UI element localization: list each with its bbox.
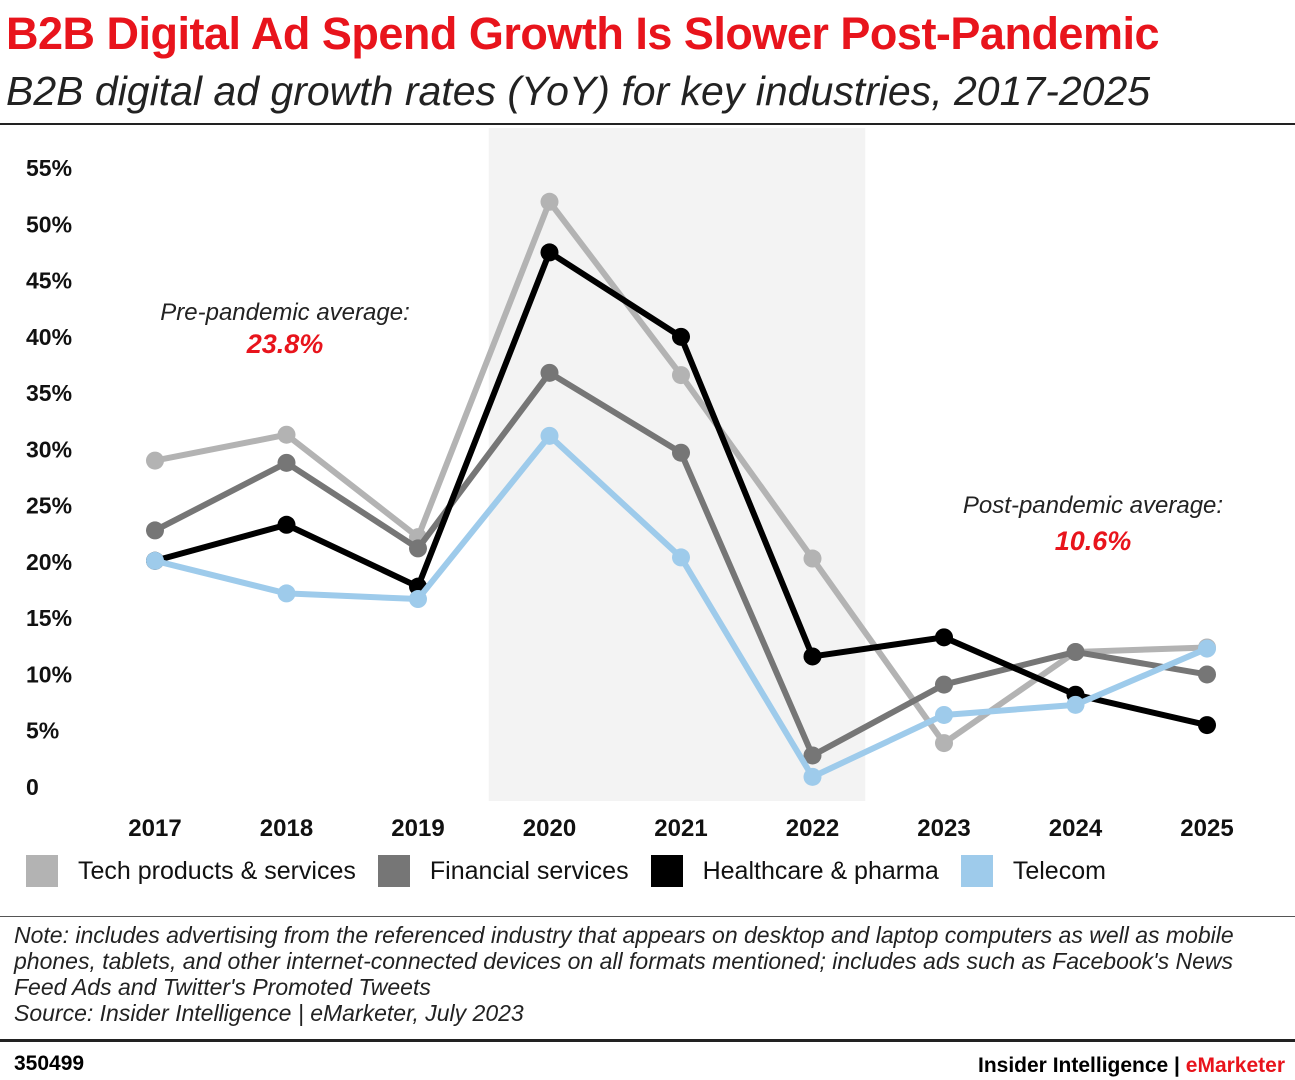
brand-insider: Insider Intelligence | [978, 1054, 1186, 1077]
legend: Tech products & services Financial servic… [26, 855, 1128, 887]
y-tick-label: 55% [26, 155, 72, 181]
legend-item: Tech products & services [26, 855, 356, 887]
legend-label: Healthcare & pharma [702, 856, 939, 885]
legend-swatch [650, 855, 683, 887]
y-tick-label: 45% [26, 268, 72, 294]
source-text: Source: Insider Intelligence | eMarketer… [14, 1000, 524, 1026]
y-tick-label: 5% [26, 718, 59, 744]
annotation-label: Post-pandemic average: [963, 492, 1223, 519]
chart-subtitle: B2B digital ad growth rates (YoY) for ke… [6, 68, 1151, 114]
data-point-telecom [935, 705, 953, 724]
x-tick-label: 2018 [260, 815, 313, 842]
y-tick-label: 25% [26, 493, 72, 519]
data-point-financial-services [1198, 665, 1216, 684]
header-divider [0, 123, 1295, 125]
data-point-telecom [1066, 695, 1085, 714]
pandemic-shading [488, 128, 866, 801]
data-point-telecom [146, 551, 164, 570]
y-tick-label: 15% [26, 605, 72, 631]
y-tick-label: 10% [26, 661, 72, 687]
x-tick-label: 2020 [523, 815, 576, 842]
note-text: Note: includes advertising from the refe… [14, 922, 1234, 1000]
data-point-healthcare-pharma [803, 647, 822, 666]
x-tick-label: 2022 [786, 815, 839, 842]
annotation-value: 23.8% [246, 329, 324, 359]
data-point-telecom [540, 426, 559, 445]
y-tick-label: 40% [26, 324, 72, 350]
data-point-tech-products-services [277, 425, 296, 444]
brand-emarketer: eMarketer [1185, 1054, 1285, 1077]
x-tick-label: 2021 [654, 815, 707, 842]
annotation-label: Pre-pandemic average: [160, 299, 409, 326]
data-point-telecom [672, 548, 690, 567]
data-point-financial-services [672, 443, 690, 462]
legend-item: Financial services [377, 855, 629, 887]
data-point-tech-products-services [146, 451, 164, 470]
y-tick-label: 0 [26, 774, 39, 800]
legend-swatch [377, 855, 410, 887]
data-point-financial-services [277, 453, 296, 472]
chart-title: B2B Digital Ad Spend Growth Is Slower Po… [6, 8, 1160, 59]
data-point-healthcare-pharma [1198, 716, 1216, 735]
data-point-healthcare-pharma [935, 628, 953, 647]
data-point-financial-services [935, 675, 953, 694]
y-tick-label: 50% [26, 211, 72, 237]
legend-label: Tech products & services [78, 856, 356, 885]
y-tick-label: 20% [26, 549, 72, 575]
x-tick-label: 2025 [1180, 815, 1233, 842]
data-point-financial-services [540, 363, 559, 382]
note: Note: includes advertising from the refe… [14, 922, 1289, 1026]
legend-swatch [26, 855, 58, 887]
data-point-financial-services [803, 746, 822, 765]
note-divider [0, 916, 1295, 917]
legend-swatch [960, 855, 993, 887]
data-point-telecom [803, 767, 822, 786]
x-tick-label: 2019 [391, 815, 444, 842]
y-tick-label: 35% [26, 380, 72, 406]
x-tick-label: 2024 [1049, 815, 1103, 842]
data-point-tech-products-services [935, 734, 953, 753]
legend-item: Healthcare & pharma [650, 855, 939, 887]
data-point-telecom [1198, 639, 1216, 658]
data-point-financial-services [1066, 642, 1085, 661]
annotation-value: 10.6% [1055, 526, 1132, 556]
brand-logo: Insider Intelligence | eMarketer [978, 1054, 1285, 1078]
data-point-tech-products-services [540, 192, 559, 211]
footer-divider [0, 1039, 1295, 1042]
x-tick-label: 2017 [128, 815, 181, 842]
data-point-financial-services [409, 539, 427, 558]
legend-label: Financial services [429, 856, 629, 885]
legend-label: Telecom [1012, 856, 1106, 885]
data-point-healthcare-pharma [672, 327, 690, 346]
data-point-financial-services [146, 521, 164, 540]
legend-item: Telecom [960, 855, 1106, 887]
data-point-telecom [277, 584, 296, 603]
data-point-healthcare-pharma [540, 243, 559, 262]
data-point-tech-products-services [672, 366, 690, 385]
chart-id: 350499 [14, 1052, 85, 1075]
line-chart: 0 5% 10% 15% 20% 25% 30% 35% 40% 45% 50% 55% 2017 201… [26, 128, 1234, 842]
data-point-tech-products-services [803, 549, 822, 568]
data-point-telecom [409, 590, 427, 609]
data-point-healthcare-pharma [277, 515, 296, 534]
x-tick-label: 2023 [917, 815, 970, 842]
y-tick-label: 30% [26, 436, 72, 462]
